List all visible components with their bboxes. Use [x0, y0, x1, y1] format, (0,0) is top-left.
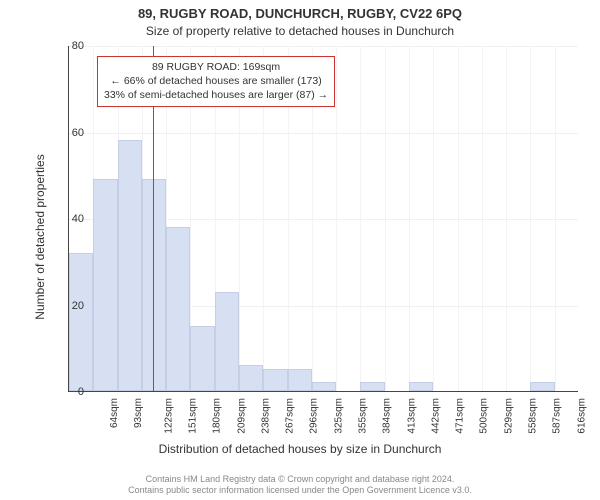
page-subtitle: Size of property relative to detached ho… — [0, 24, 600, 38]
vgridline — [360, 46, 361, 391]
x-tick-label: 267sqm — [285, 398, 296, 434]
x-tick-label: 471sqm — [455, 398, 466, 434]
bar — [166, 227, 190, 391]
vgridline — [458, 46, 459, 391]
x-tick-label: 529sqm — [503, 398, 514, 434]
bar — [215, 292, 239, 391]
x-tick-label: 122sqm — [163, 398, 174, 434]
bar — [69, 253, 93, 391]
page-title: 89, RUGBY ROAD, DUNCHURCH, RUGBY, CV22 6… — [0, 6, 600, 21]
x-tick-label: 180sqm — [212, 398, 223, 434]
annotation-line: 89 RUGBY ROAD: 169sqm — [104, 60, 328, 74]
annotation-line: 33% of semi-detached houses are larger (… — [104, 88, 328, 102]
x-tick-label: 587sqm — [552, 398, 563, 434]
vgridline — [409, 46, 410, 391]
y-tick-label: 40 — [56, 213, 84, 225]
x-tick-label: 151sqm — [188, 398, 199, 434]
plot-area: 89 RUGBY ROAD: 169sqm← 66% of detached h… — [68, 46, 578, 392]
x-tick-label: 616sqm — [576, 398, 587, 434]
footer-line2: Contains public sector information licen… — [0, 485, 600, 496]
y-tick-label: 0 — [56, 386, 84, 398]
vgridline — [433, 46, 434, 391]
vgridline — [482, 46, 483, 391]
chart-container: 89, RUGBY ROAD, DUNCHURCH, RUGBY, CV22 6… — [0, 0, 600, 500]
x-tick-label: 209sqm — [236, 398, 247, 434]
x-tick-label: 296sqm — [309, 398, 320, 434]
bar — [190, 326, 214, 391]
bar — [263, 369, 287, 391]
bar — [409, 382, 433, 391]
y-tick-label: 80 — [56, 40, 84, 52]
bar — [93, 179, 117, 391]
x-tick-label: 413sqm — [406, 398, 417, 434]
x-tick-label: 384sqm — [382, 398, 393, 434]
bar — [288, 369, 312, 391]
x-tick-label: 500sqm — [479, 398, 490, 434]
x-tick-label: 64sqm — [109, 398, 120, 428]
x-tick-label: 355sqm — [358, 398, 369, 434]
y-axis-label: Number of detached properties — [33, 137, 47, 337]
x-axis-label: Distribution of detached houses by size … — [0, 442, 600, 456]
bar — [118, 140, 142, 391]
x-tick-label: 238sqm — [260, 398, 271, 434]
bar — [360, 382, 384, 391]
vgridline — [530, 46, 531, 391]
bar — [530, 382, 554, 391]
gridline — [69, 46, 578, 47]
footer: Contains HM Land Registry data © Crown c… — [0, 474, 600, 497]
y-tick-label: 60 — [56, 127, 84, 139]
gridline — [69, 133, 578, 134]
x-tick-label: 325sqm — [333, 398, 344, 434]
bar — [239, 365, 263, 391]
vgridline — [555, 46, 556, 391]
y-tick-label: 20 — [56, 300, 84, 312]
x-tick-label: 93sqm — [133, 398, 144, 428]
bar — [312, 382, 336, 391]
annotation-line: ← 66% of detached houses are smaller (17… — [104, 74, 328, 88]
x-tick-label: 558sqm — [528, 398, 539, 434]
x-tick-label: 442sqm — [430, 398, 441, 434]
vgridline — [336, 46, 337, 391]
annotation-box: 89 RUGBY ROAD: 169sqm← 66% of detached h… — [97, 56, 335, 107]
vgridline — [506, 46, 507, 391]
vgridline — [385, 46, 386, 391]
footer-line1: Contains HM Land Registry data © Crown c… — [0, 474, 600, 485]
